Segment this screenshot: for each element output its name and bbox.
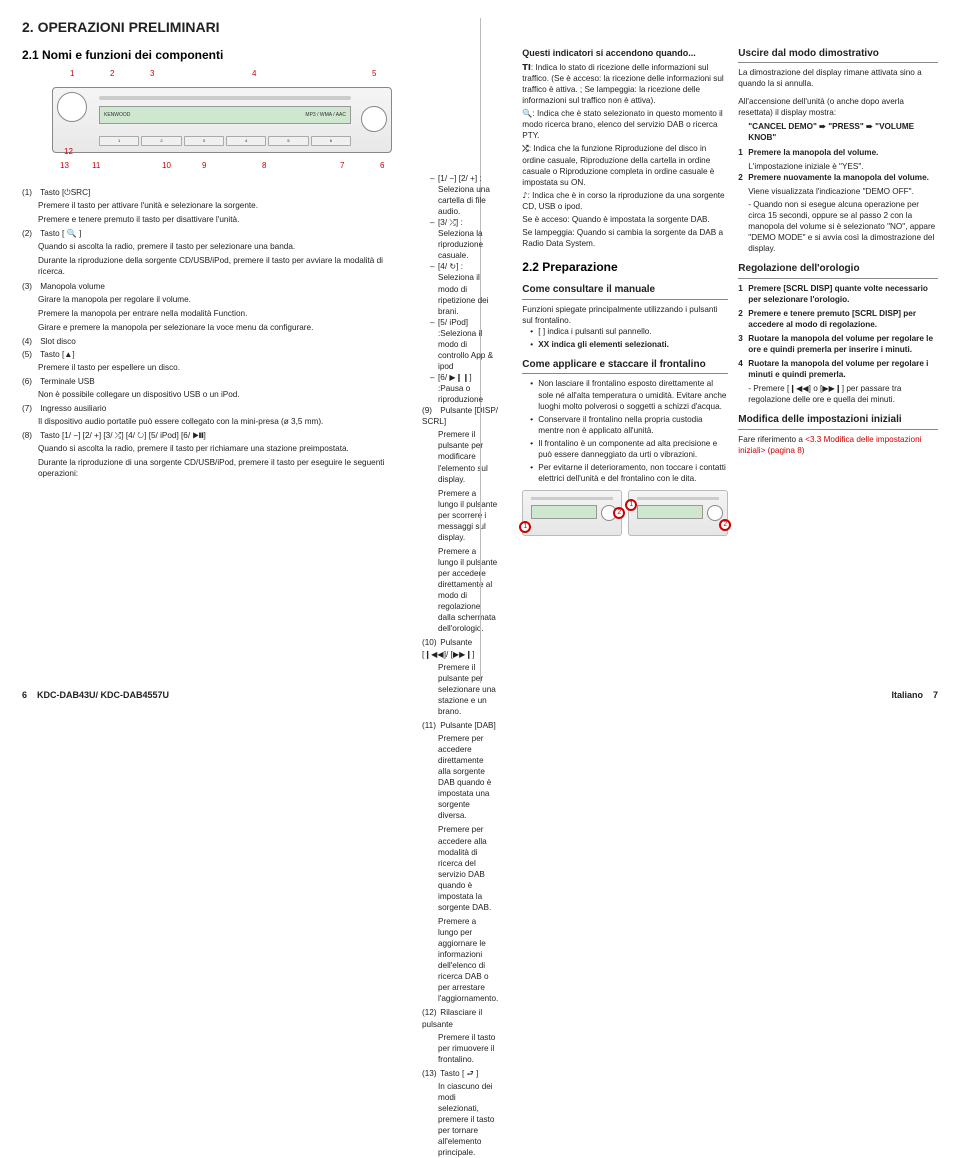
item-head: (13) Tasto [ ⮐ ] [422,1068,498,1079]
front-bullet: Per evitarne il deterioramento, non tocc… [530,462,728,484]
front-title: Come applicare e staccare il frontalino [522,358,728,375]
item-head: (6) Terminale USB [22,376,412,387]
item-head: (9) Pulsante [DISP/ SCRL] [422,405,498,427]
op-item: [6/ ▶❙❙] :Pausa o riproduzione [430,372,498,405]
item-head: (2) Tasto [ 🔍 ] [22,228,412,239]
page-right: 7 [933,689,938,701]
footer-lang: Italiano [891,689,923,701]
op-item: [4/ ↻] : Seleziona il modo di ripetizion… [430,261,498,316]
callout-10: 10 [162,161,171,172]
indicator-line: 🔍: Indica che è stato selezionato in que… [522,108,728,141]
clock-step: 2Premere e tenere premuto [SCRL DISP] pe… [738,308,938,330]
op-item: [1/ −] [2/ +] : Seleziona una cartella d… [430,173,498,217]
item-head: (7) Ingresso ausiliario [22,403,412,414]
init-title: Modifica delle impostazioni iniziali [738,413,938,430]
item-desc: Girare la manopola per regolare il volum… [38,294,412,305]
volume-knob [361,106,387,132]
demo-text2: All'accensione dell'unità (o anche dopo … [738,96,938,118]
knob-left [57,92,87,122]
item-desc: Il dispositivo audio portatile può esser… [38,416,412,427]
indicator-line: Se lampeggia: Quando si cambia la sorgen… [522,227,728,249]
item-head: (8) Tasto [1/ −] [2/ +] [3/ ⤮] [4/ ↻] [5… [22,430,412,441]
attach-illustration: 1 2 [522,490,622,536]
item-desc: Premere la manopola per entrare nella mo… [38,308,412,319]
callout-1: 1 [70,69,74,80]
prep-title: 2.2 Preparazione [522,259,728,275]
callout-4: 4 [252,69,256,80]
clock-step: 4Ruotare la manopola del volume per rego… [738,358,938,380]
radio-display: KENWOODMP3 / WMA / AAC [99,106,351,124]
op-item: [3/ ⤮] : Seleziona la riproduzione casua… [430,217,498,261]
clock-note: - Premere [❙◀◀] o [▶▶❙] per passare tra … [748,383,938,405]
callout-3: 3 [150,69,154,80]
sub-title: 2.1 Nomi e funzioni dei componenti [22,47,412,63]
clock-step: 1Premere [SCRL DISP] quante volte necess… [738,283,938,305]
indicator-line: TI: Indica lo stato di ricezione delle i… [522,62,728,106]
item-head: (11) Pulsante [DAB] [422,720,498,731]
radio-diagram: 1 2 3 4 5 KENWOODMP3 / WMA / AAC 123 456 [32,69,412,179]
callout-6: 6 [380,161,384,172]
indicator-line: ♪: Indica che è in corso la riproduzione… [522,190,728,212]
callout-9: 9 [202,161,206,172]
item-desc: Durante la riproduzione di una sorgente … [38,457,412,479]
demo-note: - Quando non si esegue alcuna operazione… [748,199,938,254]
item-desc: Premere il tasto per attivare l'unità e … [38,200,412,211]
item-head: (5) Tasto [▲] [22,349,412,360]
item-head: (4) Slot disco [22,336,412,347]
detach-illustration: 1 2 [628,490,728,536]
item-head: (12) Rilasciare il pulsante [422,1007,498,1029]
demo-text: La dimostrazione del display rimane atti… [738,67,938,89]
man-b2: XX indica gli elementi selezionati. [530,339,728,350]
item-desc: Quando si ascolta la radio, premere il t… [38,443,412,454]
callout-7: 7 [340,161,344,172]
indicator-line: Se è acceso: Quando è impostata la sorge… [522,214,728,225]
item-desc: Premere per accedere direttamente alla s… [438,733,498,822]
footer-model: KDC-DAB43U/ KDC-DAB4557U [37,689,169,701]
man-b1: [ ] indica i pulsanti sul pannello. [530,326,728,337]
demo-chain: "CANCEL DEMO" ➠ "PRESS" ➠ "VOLUME KNOB" [748,121,938,143]
preset-buttons: 123 456 [99,136,351,146]
item-desc: Premere a lungo il pulsante per scorrere… [438,488,498,543]
item-desc: Premere il tasto per espellere un disco. [38,362,412,373]
item-desc: Quando si ascolta la radio, premere il t… [38,241,412,252]
item-desc: Girare e premere la manopola per selezio… [38,322,412,333]
callout-8: 8 [262,161,266,172]
demo-sub: L'impostazione iniziale è "YES". [748,161,938,172]
item-desc: Premere il pulsante per modificare l'ele… [438,429,498,484]
item-head: (10) Pulsante [❙◀◀]/ [▶▶❙] [422,637,498,659]
item-head: (3) Manopola volume [22,281,412,292]
manual-text: Funzioni spiegate principalmente utilizz… [522,304,728,326]
item-desc: Premere per accedere alla modalità di ri… [438,824,498,913]
footer: 6 KDC-DAB43U/ KDC-DAB4557U Italiano 7 [22,689,938,701]
disc-slot [99,96,351,100]
demo-sub: Viene visualizzata l'indicazione "DEMO O… [748,186,938,197]
front-bullet: Il frontalino è un componente ad alta pr… [530,438,728,460]
item-desc: Non è possibile collegare un dispositivo… [38,389,412,400]
front-bullet: Conservare il frontalino nella propria c… [530,414,728,436]
init-text: Fare riferimento a <3.3 Modifica delle i… [738,434,938,456]
callout-5: 5 [372,69,376,80]
callout-2: 2 [110,69,114,80]
item-desc: Premere a lungo il pulsante per accedere… [438,546,498,635]
manual-title: Come consultare il manuale [522,283,728,300]
front-bullet: Non lasciare il frontalino esposto diret… [530,378,728,411]
demo-step: 1Premere la manopola del volume. [738,147,938,158]
callout-12: 12 [64,147,73,158]
item-head: (1) Tasto [⏻SRC] [22,187,412,198]
clock-title: Regolazione dell'orologio [738,262,938,279]
demo-step: 2Premere nuovamente la manopola del volu… [738,172,938,183]
indicator-line: ⤮: Indica che la funzione Riproduzione d… [522,143,728,187]
op-item: [5/ iPod] :Seleziona il modo di controll… [430,317,498,372]
callout-13: 13 [60,161,69,172]
indicators-title: Questi indicatori si accendono quando... [522,47,728,59]
item-desc: Durante la riproduzione della sorgente C… [38,255,412,277]
item-desc: In ciascuno dei modi selezionati, premer… [438,1081,498,1158]
clock-step: 3Ruotare la manopola del volume per rego… [738,333,938,355]
callout-11: 11 [92,161,100,172]
demo-title: Uscire dal modo dimostrativo [738,47,938,64]
item-desc: Premere e tenere premuto il tasto per di… [38,214,412,225]
page-left: 6 [22,689,27,701]
item-desc: Premere il tasto per rimuovere il fronta… [438,1032,498,1065]
item-desc: Premere a lungo per aggiornare le inform… [438,916,498,1005]
